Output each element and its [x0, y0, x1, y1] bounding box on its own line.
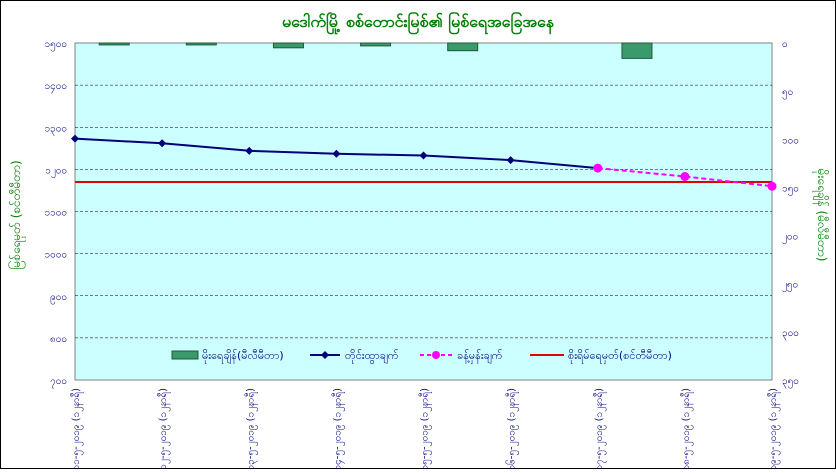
- left-tick-label: ၈၀၀: [50, 334, 67, 345]
- right-tick-label: ၁၀၀: [782, 135, 799, 146]
- rainfall-bar: [621, 42, 653, 59]
- rainfall-bar: [185, 42, 217, 46]
- rainfall-bar: [360, 42, 392, 47]
- measured-point: [245, 146, 254, 155]
- forecast-point: [767, 181, 777, 191]
- measured-point: [419, 151, 428, 160]
- legend-marker-forecast: [432, 351, 440, 359]
- legend: မိုးရေချိန်(မီလီမီတာ) တိုင်းထွာချက် ခန့်…: [171, 349, 672, 364]
- series-markers: [71, 134, 777, 191]
- right-tick-label: ၀: [782, 39, 788, 50]
- legend-swatch-rainfall: [171, 350, 199, 360]
- rainfall-bar: [447, 42, 479, 52]
- right-tick-label: ၂၅၀: [782, 280, 798, 293]
- right-axis-title: မိုးရေချိန် (မီလီမီတာ): [812, 169, 830, 262]
- right-tick-label: ၂၀၀: [782, 232, 798, 245]
- left-axis-title: မြစ်ရေမှတ် (စင်တီမီတာ): [7, 160, 26, 269]
- left-tick-label: ၁၃၀၀: [45, 123, 68, 136]
- left-tick-label: ၁၂၀၀: [45, 165, 67, 178]
- right-tick-label: ၃၀၀: [782, 328, 799, 341]
- left-tick-label: ၁၁၀၀: [45, 208, 68, 219]
- left-tick-label: ၁၅၀၀: [45, 39, 68, 52]
- grid-lines: [75, 84, 772, 339]
- right-tick-label: ၁၅၀: [782, 183, 799, 196]
- rainfall-bar: [272, 42, 304, 49]
- forecast-point: [680, 172, 690, 182]
- x-tick-label: ၁၉-၅-၂၀၁၉ (၁၂နာရီ): [766, 388, 781, 469]
- measured-point: [158, 139, 167, 148]
- x-tick-label: ၁၈-၅-၂၀၁၉ (၁၂နာရီ): [679, 388, 694, 469]
- legend-label-rainfall: မိုးရေချိန်(မီလီမီတာ): [202, 349, 284, 364]
- x-tick-label: ၁၇-၅-၂၀၁၉ (၁၂နာရီ): [592, 388, 607, 469]
- measured-point: [506, 156, 515, 165]
- x-tick-label: ၁၂-၅-၂၀၁၉ (၁၂နာရီ): [156, 388, 171, 469]
- left-tick-label: ၁၄၀၀: [45, 81, 68, 94]
- legend-label-forecast: ခန့်မှန်းချက်: [457, 349, 503, 364]
- left-tick-label: ၁၀၀၀: [45, 250, 68, 261]
- measured-point: [332, 149, 341, 158]
- right-tick-label: ၃၅၀: [782, 376, 799, 389]
- rainfall-bar: [98, 42, 130, 46]
- rainfall-bars: [98, 42, 653, 59]
- left-tick-label: ၇၀၀: [50, 376, 67, 389]
- x-tick-label: ၁၃-၅-၂၀၁၉ (၁၂နာရီ): [243, 388, 258, 469]
- x-tick-label: ၁၁-၅-၂၀၁၉ (၁၂နာရီ): [69, 388, 84, 469]
- x-tick-label: ၁၆-၅-၂၀၁၉ (၁၂နာရီ): [505, 388, 520, 469]
- legend-label-warning: စိုးရိမ်ရေမှတ်(စင်တီမီတာ): [568, 349, 672, 364]
- right-tick-label: ၅၀: [782, 87, 793, 100]
- measured-point: [71, 134, 79, 143]
- legend-marker-measured: [321, 351, 329, 359]
- forecast-point: [593, 163, 603, 173]
- x-tick-label: ၁၅-၅-၂၀၁၉ (၁၂နာရီ): [418, 388, 433, 469]
- forecast-line: [597, 167, 773, 188]
- left-tick-label: ၉၀၀: [50, 292, 67, 305]
- x-tick-label: ၁၄-၅-၂၀၁၉ (၁၂နာရီ): [330, 388, 345, 469]
- legend-label-measured: တိုင်းထွာချက်: [345, 349, 399, 364]
- x-axis-ticks: ၁၁-၅-၂၀၁၉ (၁၂နာရီ) ၁၂-၅-၂၀၁၉ (၁၂နာရီ) ၁၃-၅…: [69, 388, 781, 471]
